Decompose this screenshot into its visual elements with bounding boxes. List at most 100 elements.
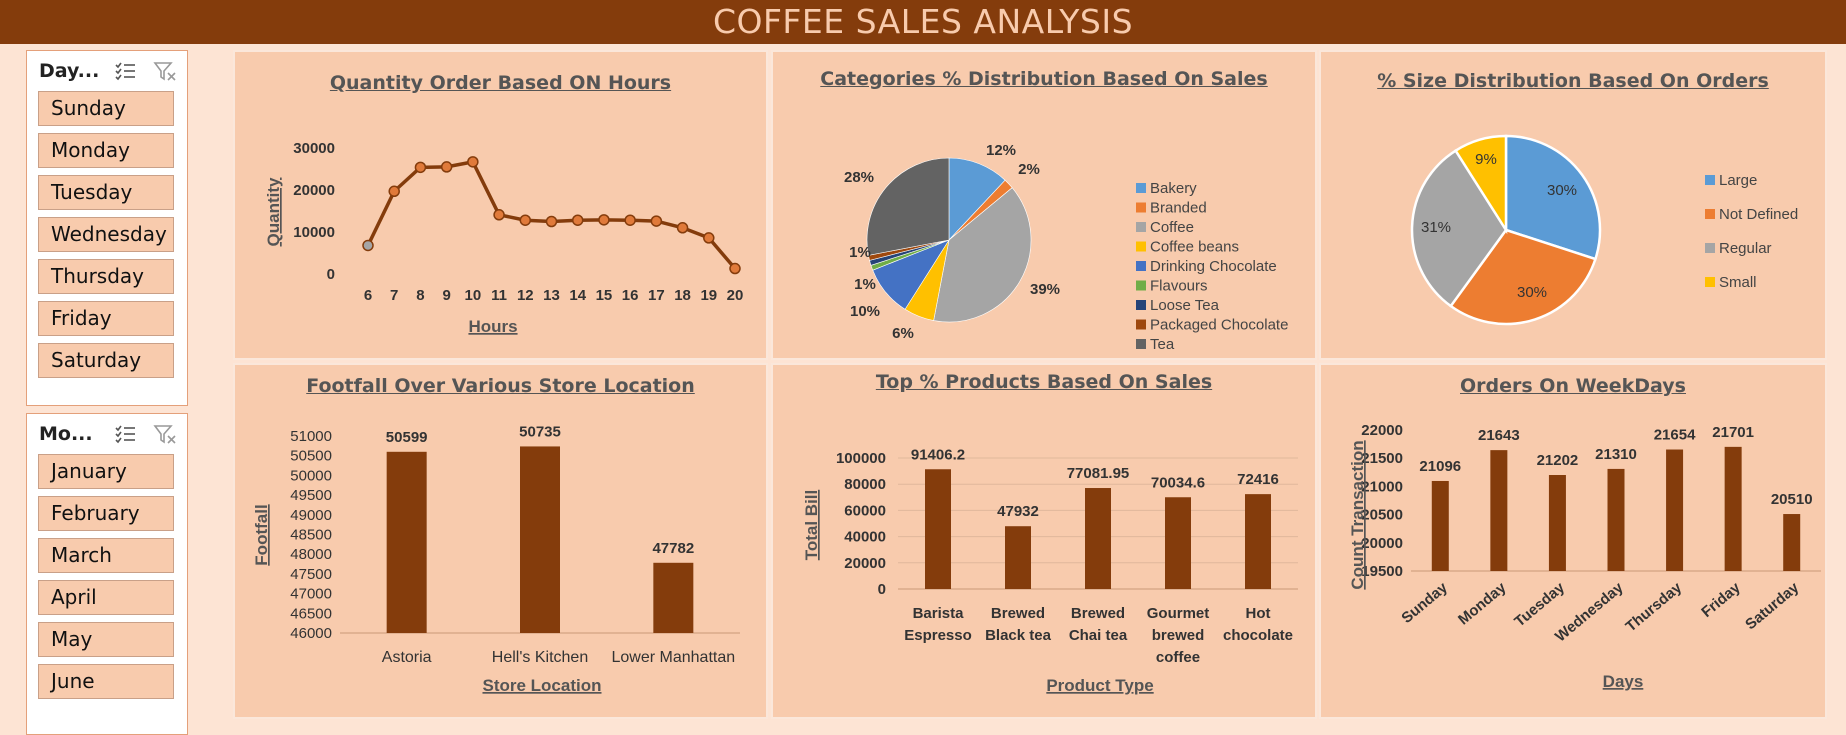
- data-point: [388, 185, 400, 198]
- pie-slice: [1453, 134, 1508, 235]
- bar: [1431, 480, 1449, 571]
- data-point: [519, 214, 532, 226]
- legend-swatch: [1136, 319, 1146, 330]
- data-label: 31%: [1421, 219, 1451, 236]
- data-label: 21310: [1595, 446, 1637, 463]
- pie-slice: [866, 157, 950, 256]
- data-label: 72416: [1237, 471, 1279, 488]
- bar: [1783, 514, 1801, 571]
- data-label: 47932: [997, 503, 1039, 520]
- data-point: [440, 161, 453, 173]
- weekday-bar-chart: 19500 20000 20500 21000 21500 22000 21096 Sunda…: [1348, 422, 1821, 691]
- quantity-hours-panel: Quantity Order Based ON Hours 0 10000 2000…: [233, 50, 768, 360]
- slicer-item-june[interactable]: June: [38, 664, 174, 699]
- data-point: [703, 232, 715, 244]
- chart-title: Categories % Distribution Based On Sales: [820, 68, 1268, 90]
- bar: [1724, 446, 1742, 571]
- bar: [1666, 449, 1684, 571]
- y-tick-label: 20000: [1361, 535, 1403, 552]
- x-tick-label: 11: [491, 287, 507, 304]
- slicer-item-saturday[interactable]: Saturday: [38, 343, 174, 378]
- y-tick-label: 47000: [290, 586, 332, 603]
- legend-swatch: [1136, 241, 1146, 252]
- clear-filter-icon[interactable]: [149, 60, 185, 82]
- y-tick-label: 0: [878, 581, 886, 598]
- data-label: 21654: [1654, 427, 1696, 444]
- multi-select-icon[interactable]: [113, 60, 149, 82]
- x-tick-label: Monday: [1455, 579, 1510, 629]
- day-slicer: Day... Sunday Monday Tuesday Wednesday Thurs…: [26, 50, 188, 406]
- x-tick-label: 8: [416, 287, 424, 304]
- x-tick-label: Friday: [1698, 579, 1744, 621]
- legend-label: Coffee: [1150, 219, 1194, 236]
- bar: [1165, 497, 1191, 589]
- slicer-item-tuesday[interactable]: Tuesday: [38, 175, 174, 210]
- month-slicer-header: Mo...: [27, 414, 187, 454]
- pie-slice: [933, 187, 1032, 323]
- day-slicer-title: Day...: [39, 60, 100, 82]
- x-tick-label: 20: [727, 287, 744, 304]
- slicer-item-april[interactable]: April: [38, 580, 174, 615]
- bar: [925, 469, 951, 589]
- footfall-panel: Footfall Over Various Store Location 460…: [233, 363, 768, 719]
- x-tick-label: Tuesday: [1511, 579, 1568, 631]
- slicer-item-thursday[interactable]: Thursday: [38, 259, 174, 294]
- x-tick-label: 13: [543, 287, 560, 304]
- data-label: 21643: [1478, 427, 1520, 444]
- x-tick-label: Brewed: [1071, 605, 1125, 622]
- x-tick-label: 18: [674, 287, 691, 304]
- data-label: 39%: [1030, 281, 1060, 298]
- x-tick-label: 10: [465, 287, 482, 304]
- x-axis-label: Store Location: [482, 676, 601, 695]
- pie-slice: [1504, 134, 1602, 261]
- slicer-item-friday[interactable]: Friday: [38, 301, 174, 336]
- slicer-item-may[interactable]: May: [38, 622, 174, 657]
- data-label: 2%: [1018, 161, 1040, 178]
- y-tick-label: 30000: [293, 140, 335, 157]
- categories-panel: Categories % Distribution Based On Sales…: [771, 50, 1317, 360]
- slicer-item-february[interactable]: February: [38, 496, 174, 531]
- data-label: 20510: [1771, 491, 1813, 508]
- chart-title: Footfall Over Various Store Location: [306, 375, 695, 397]
- chart-title: Top % Products Based On Sales: [875, 371, 1213, 393]
- pie-slice: [1410, 148, 1508, 308]
- bar: [1085, 488, 1111, 589]
- x-axis-label: Hours: [468, 317, 517, 336]
- products-bar-chart: 0 20000 40000 60000 80000 100000 91406.2 Barist…: [802, 446, 1298, 695]
- data-point: [650, 215, 663, 227]
- y-tick-label: 10000: [293, 224, 335, 241]
- legend-swatch: [1705, 175, 1715, 185]
- x-tick-label: Sunday: [1398, 579, 1451, 627]
- x-tick-label: coffee: [1156, 649, 1200, 666]
- multi-select-icon[interactable]: [113, 423, 149, 445]
- y-tick-label: 40000: [844, 529, 886, 546]
- x-tick-label: 14: [569, 287, 586, 304]
- x-tick-label: Hot: [1246, 605, 1271, 622]
- slicer-item-sunday[interactable]: Sunday: [38, 91, 174, 126]
- data-point: [493, 209, 505, 221]
- y-tick-label: 19500: [1361, 563, 1403, 580]
- slicer-item-january[interactable]: January: [38, 454, 174, 489]
- data-label: 21096: [1419, 458, 1461, 475]
- categories-pie-chart: 12%2% 39% 6% 10% 1% 1% 28% Bakery Branded Coffee C…: [844, 142, 1288, 353]
- x-tick-label: Chai tea: [1069, 627, 1128, 644]
- data-point: [598, 214, 610, 226]
- slicer-item-march[interactable]: March: [38, 538, 174, 573]
- legend-swatch: [1705, 243, 1715, 253]
- slicer-item-wednesday[interactable]: Wednesday: [38, 217, 174, 252]
- bar: [1490, 450, 1508, 571]
- y-tick-label: 20000: [844, 555, 886, 572]
- legend-swatch: [1136, 300, 1146, 310]
- data-label: 1%: [849, 244, 871, 261]
- x-tick-label: 9: [442, 287, 450, 304]
- data-label: 12%: [986, 142, 1016, 159]
- x-tick-label: 7: [390, 287, 398, 304]
- pie-slice: [948, 157, 1006, 241]
- y-tick-label: 49000: [290, 507, 332, 524]
- legend-label: Tea: [1150, 336, 1175, 353]
- data-point: [571, 214, 584, 226]
- bar: [386, 451, 427, 633]
- slicer-item-monday[interactable]: Monday: [38, 133, 174, 168]
- clear-filter-icon[interactable]: [149, 423, 185, 445]
- bar: [1005, 526, 1031, 589]
